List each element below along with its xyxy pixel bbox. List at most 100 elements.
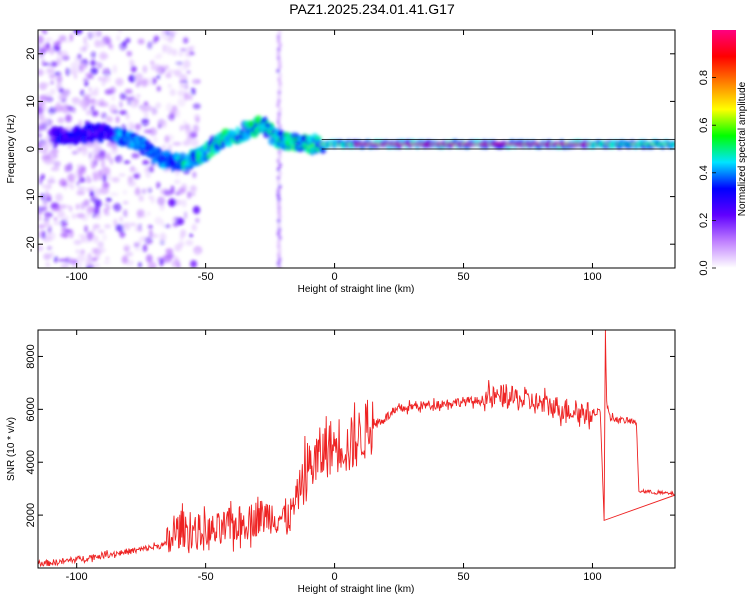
noise-blob xyxy=(38,68,44,77)
noise-blob xyxy=(63,215,69,221)
noise-blob xyxy=(43,217,50,222)
noise-blob xyxy=(38,102,45,106)
noise-blob xyxy=(65,114,72,123)
noise-blob xyxy=(72,97,80,105)
noise-blob xyxy=(76,261,83,267)
noise-blob xyxy=(103,261,111,265)
noise-blob xyxy=(90,106,94,111)
noise-blob xyxy=(77,264,82,268)
noise-blob xyxy=(49,48,55,55)
noise-blob xyxy=(98,247,106,254)
noise-blob xyxy=(134,227,144,232)
noise-blob xyxy=(148,187,152,194)
colorbar-tick-label: 0.6 xyxy=(698,118,710,133)
streak-blob xyxy=(277,77,281,82)
noise-blob xyxy=(56,101,61,107)
noise-blob xyxy=(98,76,103,81)
y-tick-label: 2000 xyxy=(25,503,37,527)
noise-blob xyxy=(102,233,107,241)
noise-blob xyxy=(88,151,93,160)
noise-blob xyxy=(124,244,131,250)
noise-blob xyxy=(111,94,116,102)
noise-blob xyxy=(157,196,166,206)
streak-blob xyxy=(276,120,280,125)
noise-blob xyxy=(179,74,188,82)
noise-blob xyxy=(159,257,163,267)
noise-blob xyxy=(100,112,108,119)
noise-blob xyxy=(99,51,108,61)
noise-blob xyxy=(171,260,180,267)
noise-blob xyxy=(129,58,133,68)
noise-blob xyxy=(167,113,176,121)
noise-blob xyxy=(47,226,52,234)
x-tick-label: -50 xyxy=(198,271,214,283)
noise-blob xyxy=(144,166,149,174)
noise-blob xyxy=(134,247,142,252)
noise-blob xyxy=(150,195,155,204)
noise-blob xyxy=(38,133,43,138)
noise-blob xyxy=(84,225,88,233)
noise-blob xyxy=(113,202,122,212)
noise-blob xyxy=(65,67,71,77)
streak-blob xyxy=(278,235,282,241)
noise-blob xyxy=(43,253,52,260)
noise-blob xyxy=(57,204,66,210)
noise-blob xyxy=(87,31,94,40)
streak-blob xyxy=(277,201,281,206)
noise-blob xyxy=(47,183,52,190)
noise-blob xyxy=(190,260,198,268)
noise-blob xyxy=(86,231,93,241)
noise-blob xyxy=(64,257,72,264)
y-tick-label: -10 xyxy=(25,189,37,205)
spectrogram-marks xyxy=(38,30,675,268)
noise-blob xyxy=(57,117,65,124)
streak-blob xyxy=(278,265,282,268)
noise-blob xyxy=(56,74,63,84)
noise-blob xyxy=(123,160,131,164)
noise-blob xyxy=(73,239,82,245)
noise-blob xyxy=(65,105,73,109)
noise-blob xyxy=(60,232,69,238)
streak-blob xyxy=(278,154,282,159)
streak-blob xyxy=(277,223,281,228)
noise-blob xyxy=(53,221,61,225)
streak-blob xyxy=(277,150,282,155)
x-tick-label: 50 xyxy=(457,271,469,283)
streak-blob xyxy=(278,85,282,91)
noise-blob xyxy=(190,87,196,96)
noise-blob xyxy=(119,216,123,223)
streak-blob xyxy=(277,261,281,266)
noise-blob xyxy=(156,85,161,92)
noise-blob xyxy=(63,89,71,96)
noise-blob xyxy=(156,181,161,189)
noise-blob xyxy=(44,37,53,42)
y-tick-label: 0 xyxy=(25,146,37,152)
noise-blob xyxy=(125,37,131,44)
noise-blob xyxy=(119,101,123,108)
noise-blob xyxy=(69,258,75,262)
noise-blob xyxy=(64,164,70,173)
noise-blob xyxy=(88,86,92,93)
noise-blob xyxy=(182,79,188,84)
noise-blob xyxy=(71,213,77,220)
noise-blob xyxy=(159,232,167,242)
streak-blob xyxy=(277,214,282,219)
noise-blob xyxy=(94,235,99,243)
noise-blob xyxy=(160,119,168,129)
noise-blob xyxy=(164,224,171,228)
noise-blob xyxy=(142,65,148,74)
noise-blob xyxy=(87,75,94,79)
noise-blob xyxy=(165,248,174,255)
noise-blob xyxy=(189,233,193,238)
noise-blob xyxy=(41,184,48,189)
y-tick-label: 10 xyxy=(25,95,37,107)
streak-blob xyxy=(276,193,280,198)
noise-blob xyxy=(76,190,85,196)
noise-blob xyxy=(57,71,62,76)
noise-blob xyxy=(38,245,44,252)
noise-blob xyxy=(100,39,106,48)
noise-blob xyxy=(180,229,187,238)
noise-blob xyxy=(78,65,83,71)
streak-blob xyxy=(276,68,280,74)
noise-blob xyxy=(186,70,191,74)
